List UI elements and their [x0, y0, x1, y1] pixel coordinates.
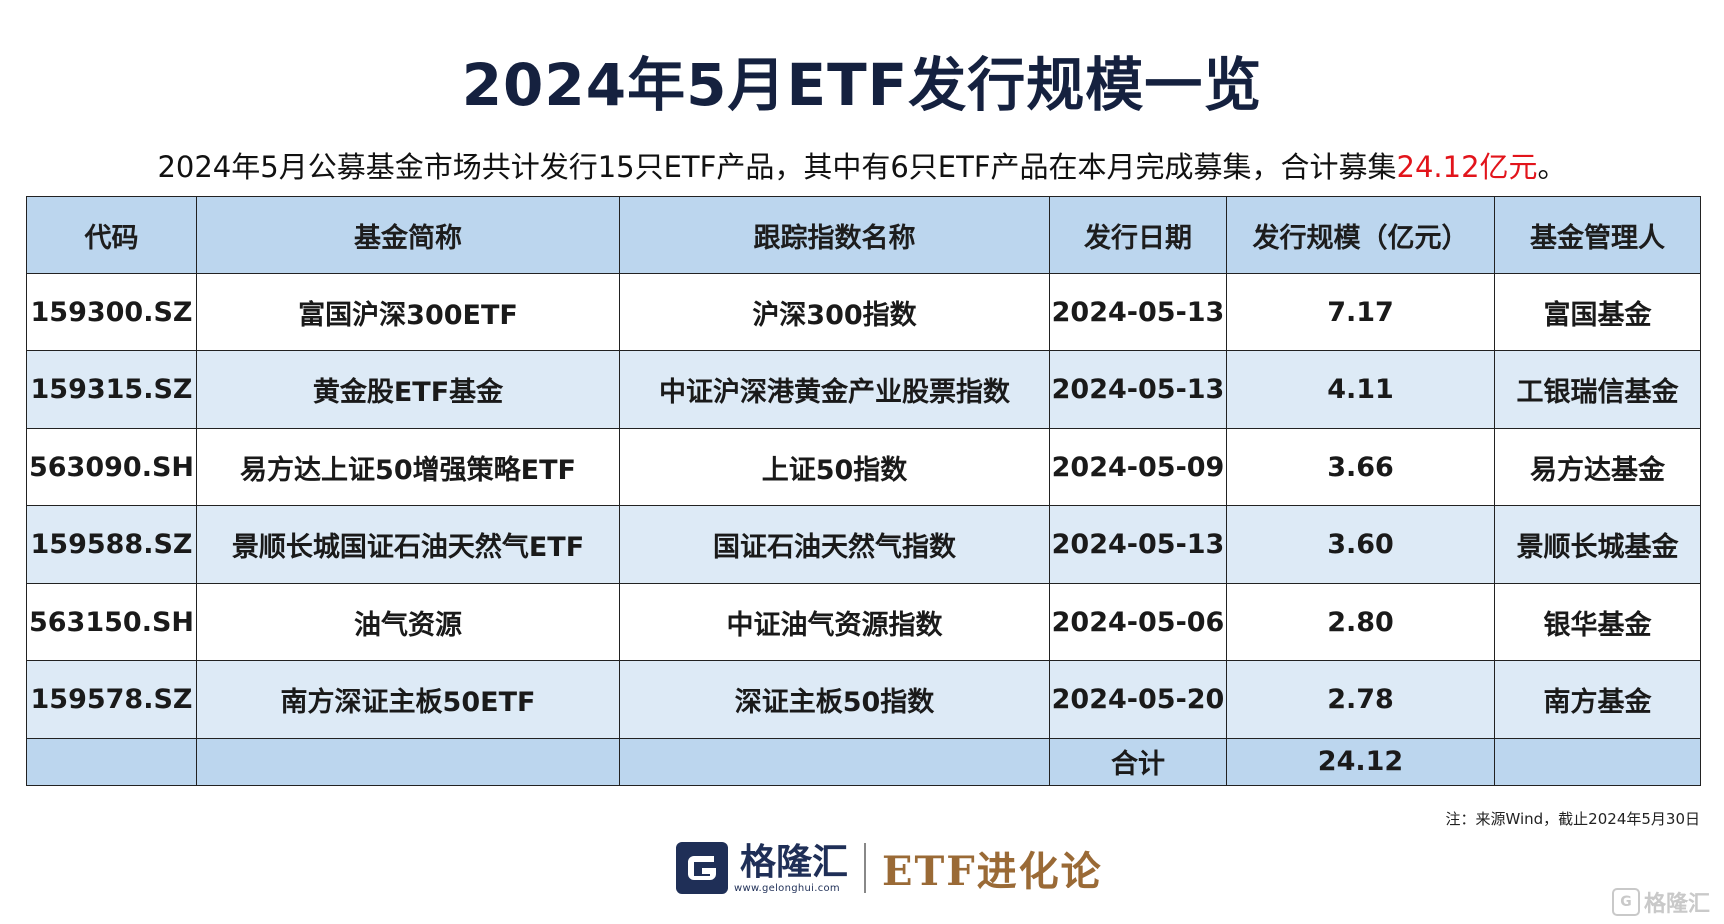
cell-fund-name: 黄金股ETF基金	[196, 350, 620, 429]
cell-fund-manager: 南方基金	[1494, 660, 1701, 739]
header-issue-size: 发行规模（亿元）	[1226, 196, 1495, 274]
brand-name-block: 格隆汇 www.gelonghui.com	[732, 841, 849, 894]
table-total-row: 合计 24.12	[26, 737, 1701, 787]
cell-index-name: 上证50指数	[619, 427, 1050, 507]
cell-fund-name: 南方深证主板50ETF	[196, 660, 620, 739]
table-row: 159300.SZ 富国沪深300ETF 沪深300指数 2024-05-13 …	[26, 272, 1701, 352]
table-row: 159315.SZ 黄金股ETF基金 中证沪深港黄金产业股票指数 2024-05…	[26, 350, 1701, 429]
cell-issue-size: 2.78	[1226, 660, 1495, 739]
watermark-logo-icon: G	[1611, 888, 1640, 916]
cell-issue-date: 2024-05-13	[1049, 272, 1227, 352]
total-cell-empty	[619, 737, 1050, 787]
brand-name: 格隆汇	[740, 841, 849, 883]
table-header-row: 代码 基金简称 跟踪指数名称 发行日期 发行规模（亿元） 基金管理人	[26, 196, 1701, 274]
cell-code: 159315.SZ	[26, 350, 197, 429]
cell-fund-name: 景顺长城国证石油天然气ETF	[196, 505, 620, 584]
cell-code: 159300.SZ	[26, 272, 197, 352]
total-label: 合计	[1049, 737, 1227, 787]
brand-product-name: ETF进化论	[882, 848, 1103, 895]
cell-fund-name: 易方达上证50增强策略ETF	[196, 427, 620, 507]
cell-issue-size: 3.66	[1226, 427, 1495, 507]
summary-highlight-amount: 24.12亿元	[1396, 150, 1538, 184]
brand-url: www.gelonghui.com	[734, 882, 840, 894]
cell-issue-date: 2024-05-09	[1049, 427, 1227, 507]
cell-issue-date: 2024-05-20	[1049, 660, 1227, 739]
cell-issue-date: 2024-05-13	[1049, 350, 1227, 429]
cell-fund-manager: 工银瑞信基金	[1494, 350, 1701, 429]
cell-issue-size: 7.17	[1226, 272, 1495, 352]
cell-fund-manager: 易方达基金	[1494, 427, 1701, 507]
table-row: 563150.SH 油气资源 中证油气资源指数 2024-05-06 2.80 …	[26, 582, 1701, 662]
cell-fund-name: 富国沪深300ETF	[196, 272, 620, 352]
cell-issue-size: 3.60	[1226, 505, 1495, 584]
total-cell-empty	[26, 737, 197, 787]
header-code: 代码	[26, 196, 197, 274]
table-row: 159578.SZ 南方深证主板50ETF 深证主板50指数 2024-05-2…	[26, 660, 1701, 739]
summary-main: 2024年5月公募基金市场共计发行15只ETF产品，其中有6只ETF产品在本月完…	[157, 150, 1397, 184]
cell-issue-size: 2.80	[1226, 582, 1495, 662]
cell-fund-manager: 景顺长城基金	[1494, 505, 1701, 584]
cell-index-name: 中证沪深港黄金产业股票指数	[619, 350, 1050, 429]
cell-index-name: 深证主板50指数	[619, 660, 1050, 739]
etf-issuance-table: 代码 基金简称 跟踪指数名称 发行日期 发行规模（亿元） 基金管理人 15930…	[26, 196, 1701, 787]
summary-tail: 。	[1537, 150, 1567, 184]
cell-index-name: 沪深300指数	[619, 272, 1050, 352]
cell-index-name: 国证石油天然气指数	[619, 505, 1050, 584]
page-title: 2024年5月ETF发行规模一览	[461, 51, 1263, 119]
cell-code: 159588.SZ	[26, 505, 197, 584]
gelonghui-logo-icon	[676, 842, 728, 894]
table-row: 563090.SH 易方达上证50增强策略ETF 上证50指数 2024-05-…	[26, 427, 1701, 507]
cell-code: 563150.SH	[26, 582, 197, 662]
cell-issue-date: 2024-05-13	[1049, 505, 1227, 584]
summary-text: 2024年5月公募基金市场共计发行15只ETF产品，其中有6只ETF产品在本月完…	[0, 144, 1724, 186]
watermark: G 格隆汇	[1611, 886, 1710, 918]
cell-code: 159578.SZ	[26, 660, 197, 739]
cell-code: 563090.SH	[26, 427, 197, 507]
cell-issue-size: 4.11	[1226, 350, 1495, 429]
total-cell-empty	[196, 737, 620, 787]
source-note: 注：来源Wind，截止2024年5月30日	[1445, 810, 1700, 828]
table-row: 159588.SZ 景顺长城国证石油天然气ETF 国证石油天然气指数 2024-…	[26, 505, 1701, 584]
header-fund-name: 基金简称	[196, 196, 620, 274]
header-index-name: 跟踪指数名称	[619, 196, 1050, 274]
cell-index-name: 中证油气资源指数	[619, 582, 1050, 662]
header-issue-date: 发行日期	[1049, 196, 1227, 274]
cell-fund-manager: 富国基金	[1494, 272, 1701, 352]
cell-fund-manager: 银华基金	[1494, 582, 1701, 662]
total-value: 24.12	[1226, 737, 1495, 787]
cell-fund-name: 油气资源	[196, 582, 620, 662]
total-cell-empty	[1494, 737, 1701, 787]
brand-divider	[864, 843, 867, 893]
cell-issue-date: 2024-05-06	[1049, 582, 1227, 662]
brand-footer: 格隆汇 www.gelonghui.com ETF进化论	[676, 838, 1103, 898]
header-fund-manager: 基金管理人	[1494, 196, 1701, 274]
watermark-text: 格隆汇	[1643, 892, 1710, 917]
